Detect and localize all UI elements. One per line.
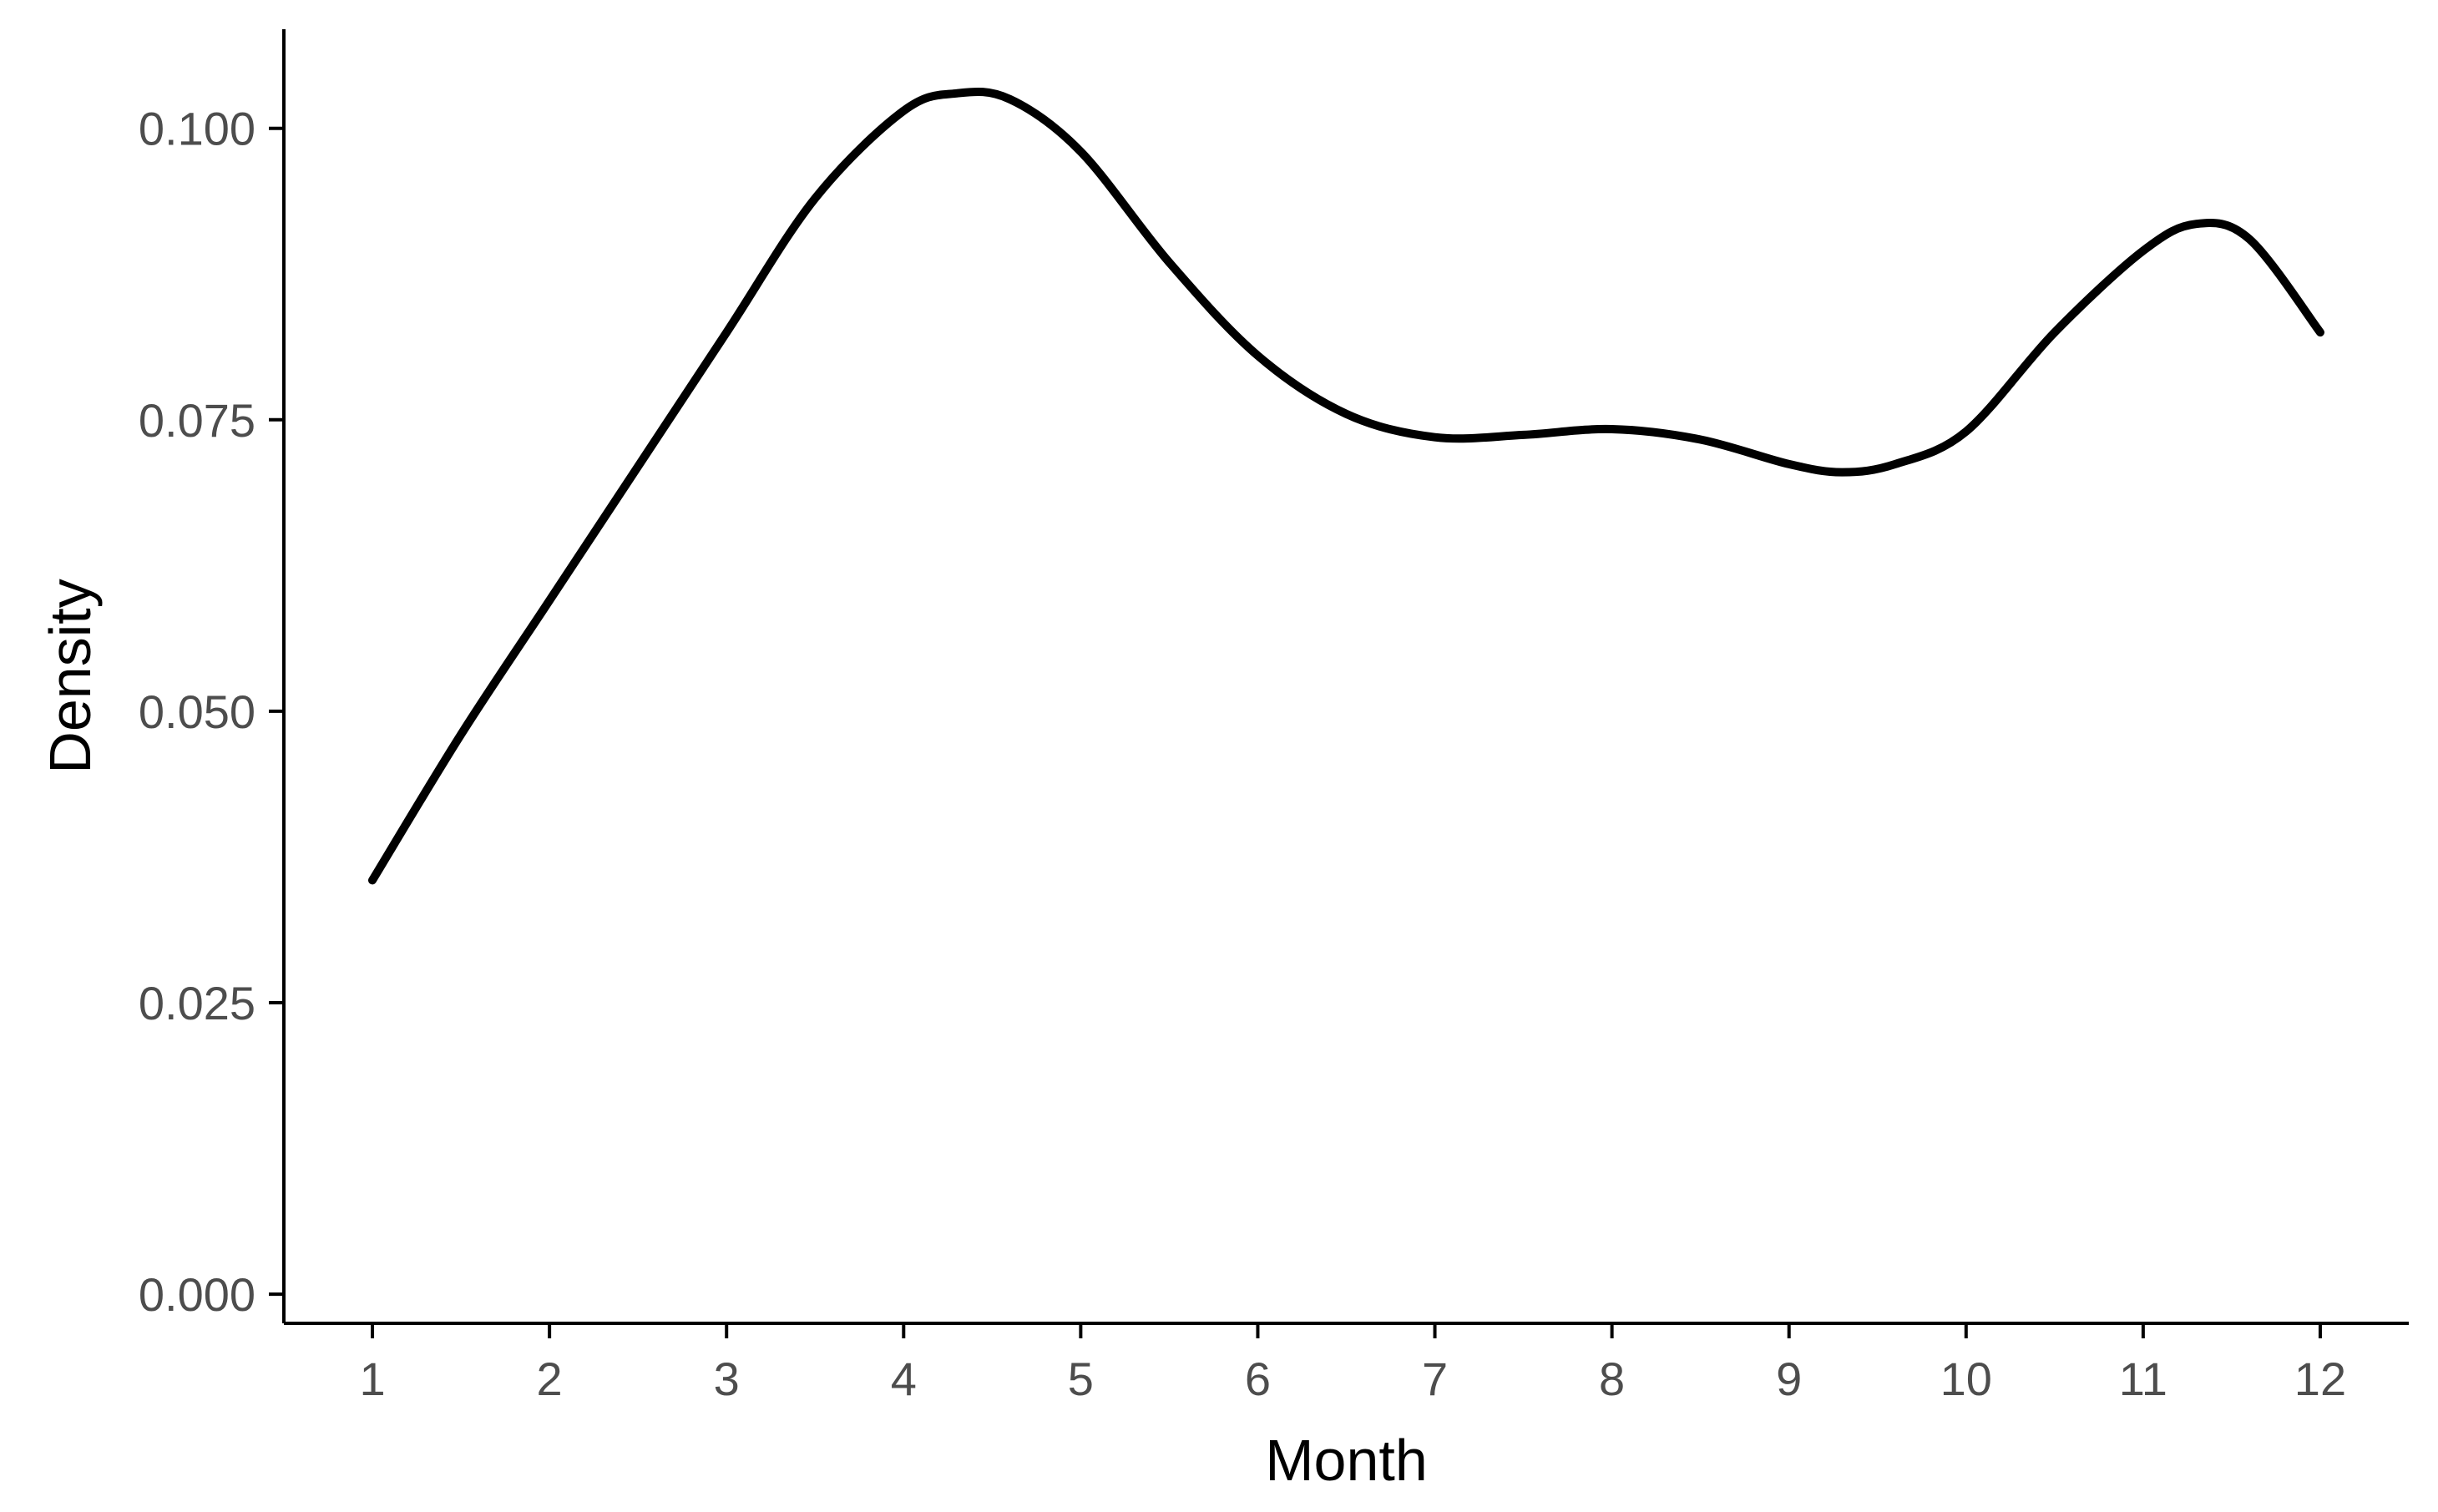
x-tick-label: 4 [891,1353,917,1405]
x-tick-label: 5 [1068,1353,1094,1405]
y-tick-label: 0.075 [139,394,255,447]
x-tick-label: 9 [1776,1353,1802,1405]
density-curve [368,87,2324,885]
x-tick-label: 12 [2294,1353,2346,1405]
y-tick-label: 0.025 [139,977,255,1029]
x-axis-title: Month [1265,1428,1428,1493]
y-axis-ticks: 0.000 0.025 0.050 0.075 0.100 [139,103,284,1321]
y-tick-label: 0.100 [139,103,255,155]
x-tick-label: 11 [2119,1353,2167,1405]
y-tick-label: 0.050 [139,685,255,738]
y-axis-title: Density [38,579,103,773]
x-axis-ticks: 1 2 3 4 5 6 7 8 9 10 11 12 [359,1323,2346,1405]
x-tick-label: 2 [537,1353,563,1405]
x-tick-label: 3 [714,1353,740,1405]
x-tick-label: 7 [1422,1353,1448,1405]
x-tick-label: 6 [1245,1353,1271,1405]
x-tick-label: 8 [1599,1353,1625,1405]
x-tick-label: 1 [359,1353,385,1405]
x-tick-label: 10 [1940,1353,1992,1405]
y-tick-label: 0.000 [139,1268,255,1321]
